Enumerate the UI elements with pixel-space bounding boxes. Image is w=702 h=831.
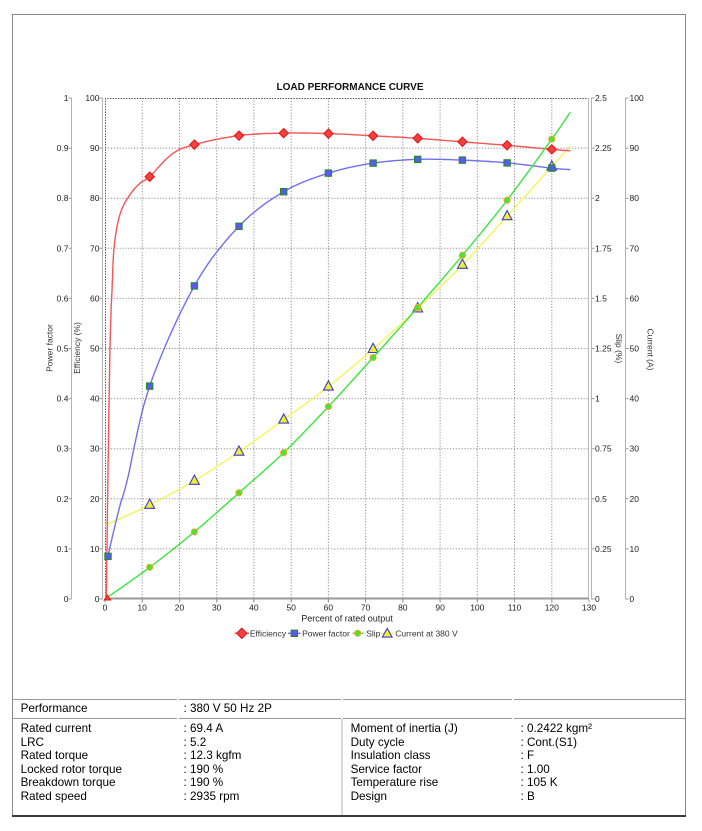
svg-text:20: 20	[630, 494, 640, 504]
svg-text:Power factor: Power factor	[45, 324, 55, 372]
svg-text:130: 130	[582, 603, 596, 613]
svg-text:0: 0	[64, 594, 69, 604]
svg-text:0.4: 0.4	[57, 394, 69, 404]
svg-text:110: 110	[508, 603, 522, 613]
svg-text:100: 100	[630, 93, 644, 103]
svg-text:60: 60	[324, 603, 334, 613]
svg-text:10: 10	[90, 544, 100, 554]
svg-text:50: 50	[286, 603, 296, 613]
svg-text:0.6: 0.6	[57, 293, 69, 303]
svg-text:80: 80	[630, 193, 640, 203]
svg-text:0.25: 0.25	[595, 544, 612, 554]
svg-text:80: 80	[398, 603, 408, 613]
svg-text:10: 10	[630, 544, 640, 554]
svg-text:70: 70	[630, 243, 640, 253]
svg-text:0.3: 0.3	[57, 444, 69, 454]
svg-text:0.2: 0.2	[57, 494, 69, 504]
svg-text:0.7: 0.7	[57, 243, 69, 253]
svg-text:70: 70	[361, 603, 371, 613]
svg-text:60: 60	[630, 293, 640, 303]
svg-text:0: 0	[95, 594, 100, 604]
svg-text:1.75: 1.75	[595, 243, 612, 253]
svg-text:1.25: 1.25	[595, 344, 612, 354]
svg-text:Efficiency (%): Efficiency (%)	[72, 322, 82, 374]
svg-text:0: 0	[103, 603, 108, 613]
svg-text:30: 30	[212, 603, 222, 613]
svg-text:0.5: 0.5	[57, 344, 69, 354]
svg-text:LOAD PERFORMANCE CURVE: LOAD PERFORMANCE CURVE	[276, 82, 423, 93]
svg-text:Power factor: Power factor	[302, 628, 350, 638]
svg-text:1.5: 1.5	[595, 293, 607, 303]
svg-text:2.5: 2.5	[595, 93, 607, 103]
svg-text:Current at 380 V: Current at 380 V	[395, 628, 458, 638]
svg-text:50: 50	[90, 344, 100, 354]
svg-text:40: 40	[630, 394, 640, 404]
svg-text:40: 40	[249, 603, 259, 613]
svg-text:90: 90	[630, 143, 640, 153]
svg-text:100: 100	[85, 93, 99, 103]
svg-text:0.9: 0.9	[57, 143, 69, 153]
svg-text:50: 50	[630, 344, 640, 354]
svg-text:0.5: 0.5	[595, 494, 607, 504]
svg-text:40: 40	[90, 394, 100, 404]
svg-text:10: 10	[137, 603, 147, 613]
svg-text:0.75: 0.75	[595, 444, 612, 454]
svg-text:30: 30	[630, 444, 640, 454]
svg-text:Efficiency: Efficiency	[250, 628, 287, 638]
svg-text:0.8: 0.8	[57, 193, 69, 203]
svg-text:0.1: 0.1	[57, 544, 69, 554]
svg-text:1: 1	[64, 93, 69, 103]
svg-text:30: 30	[90, 444, 100, 454]
svg-text:60: 60	[90, 293, 100, 303]
svg-text:Percent of rated output: Percent of rated output	[301, 614, 393, 624]
svg-text:100: 100	[470, 603, 484, 613]
svg-text:90: 90	[435, 603, 445, 613]
svg-text:0: 0	[595, 594, 600, 604]
svg-text:120: 120	[545, 603, 559, 613]
svg-text:Slip: Slip	[366, 628, 380, 638]
svg-text:80: 80	[90, 193, 100, 203]
svg-text:90: 90	[90, 143, 100, 153]
svg-text:20: 20	[175, 603, 185, 613]
svg-text:0: 0	[630, 594, 635, 604]
svg-text:2: 2	[595, 193, 600, 203]
svg-text:70: 70	[90, 243, 100, 253]
svg-text:Current (A): Current (A)	[645, 328, 655, 370]
svg-text:Slip (%): Slip (%)	[614, 334, 624, 364]
svg-text:20: 20	[90, 494, 100, 504]
svg-text:1: 1	[595, 394, 600, 404]
svg-text:2.25: 2.25	[595, 143, 612, 153]
